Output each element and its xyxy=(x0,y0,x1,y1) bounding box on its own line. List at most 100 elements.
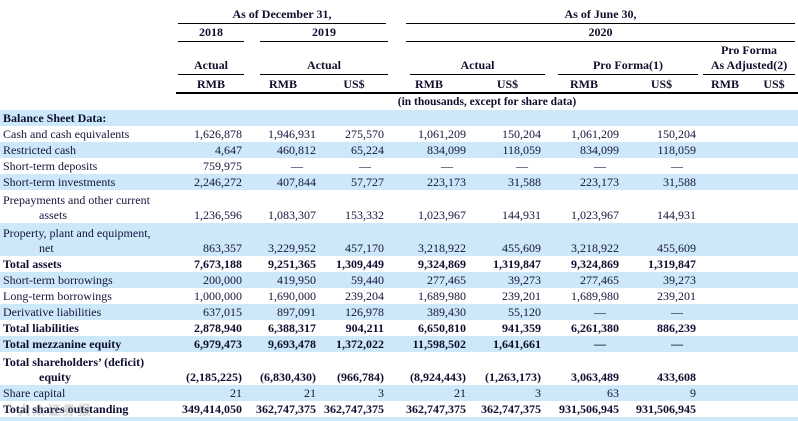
cell-value xyxy=(700,401,750,417)
cell-value xyxy=(750,190,798,223)
col-header-rmb-proforma: RMB xyxy=(545,75,624,94)
cell-value: 55,120 xyxy=(470,304,546,320)
cell-value: 6,388,317 xyxy=(268,321,316,335)
cell-value: 637,015 xyxy=(176,304,246,320)
pro-forma-adjusted-line1: Pro Forma xyxy=(720,43,778,57)
col-header-usd-actual-2020: US$ xyxy=(470,75,546,94)
cell-value: 59,440 xyxy=(320,272,389,288)
cell-value: 904,211 xyxy=(345,321,385,335)
cell-value xyxy=(750,110,798,126)
row-label: Property, plant and equipment, net xyxy=(0,223,176,256)
cell-value: 897,091 xyxy=(246,304,320,320)
cell-value xyxy=(700,336,751,352)
header-row-currency: RMB RMB US$ RMB US$ RMB US$ RMB US$ xyxy=(0,75,798,94)
cell-value: 223,173 xyxy=(545,174,624,190)
cell-value: — xyxy=(623,304,701,320)
cell-value xyxy=(700,158,750,174)
cell-value: 389,430 xyxy=(388,304,471,320)
cell-value xyxy=(750,223,798,256)
cell-value: (966,784) xyxy=(337,370,385,384)
cell-value: 239,204 xyxy=(345,289,385,303)
cell-value xyxy=(176,110,246,126)
cell-value: 1,946,931 xyxy=(268,127,316,141)
cell-value xyxy=(545,110,624,126)
cell-value xyxy=(750,336,798,352)
cell-value: 9 xyxy=(623,385,701,401)
col-header-rmb-actual-2020: RMB xyxy=(388,75,471,94)
col-header-rmb-2018: RMB xyxy=(176,75,246,94)
cell-value: 150,204 xyxy=(657,127,697,141)
cell-value: — xyxy=(545,336,624,352)
cell-value: 419,950 xyxy=(246,272,320,288)
cell-value: 834,099 xyxy=(545,142,624,158)
cell-value: 1,372,022 xyxy=(320,336,389,352)
cell-value: 362,747,375 xyxy=(324,402,385,416)
table-row: Total assets 7,673,188 9,251,365 1,309,449 9… xyxy=(0,256,798,272)
cell-value: 931,506,945 xyxy=(559,402,620,416)
subheader-actual-jun2020: Actual xyxy=(388,42,546,75)
header-row-units: (in thousands, except for share data) xyxy=(0,93,798,110)
cell-value: 3,229,952 xyxy=(246,223,320,256)
cell-value: 21 xyxy=(388,385,471,401)
cell-value xyxy=(320,110,389,126)
cell-value: — xyxy=(623,336,701,352)
subheader-actual-2018: Actual xyxy=(176,42,246,75)
row-label: Long-term borrowings xyxy=(3,289,112,303)
cell-value: 3 xyxy=(320,385,389,401)
balance-sheet-body: Balance Sheet Data: Cash and cash equival… xyxy=(0,110,798,417)
cell-value: 1,023,967 xyxy=(418,208,467,222)
cell-value: 9,251,365 xyxy=(268,257,316,271)
cell-value xyxy=(750,174,798,190)
cell-value: 21 xyxy=(176,385,246,401)
cell-value: 9,693,478 xyxy=(246,336,320,352)
subheader-pro-forma: Pro Forma(1) xyxy=(545,42,700,75)
cell-value: 275,570 xyxy=(345,127,385,141)
cell-value: (2,185,225) xyxy=(186,370,242,384)
cell-value xyxy=(750,401,798,417)
cell-value: 886,239 xyxy=(657,321,697,335)
row-label: Total shares outstanding xyxy=(3,402,129,416)
cell-value: — xyxy=(671,159,684,173)
cell-value: 1,023,967 xyxy=(571,208,620,222)
cell-value: 407,844 xyxy=(246,174,320,190)
cell-value: (6,830,430) xyxy=(260,370,316,384)
cell-value: 1,690,000 xyxy=(268,289,316,303)
row-label: Short-term deposits xyxy=(3,159,98,173)
row-label: Total mezzanine equity xyxy=(0,336,176,352)
row-label: Total assets xyxy=(3,257,62,271)
table-row: Property, plant and equipment, net 863,357… xyxy=(0,223,798,256)
corner-empty-cell xyxy=(0,24,176,42)
cell-value xyxy=(750,288,798,304)
year-header-2018: 2018 xyxy=(176,24,246,42)
cell-value: 21 xyxy=(246,385,320,401)
cell-value: 144,931 xyxy=(502,208,542,222)
cell-value xyxy=(750,304,798,320)
cell-value: 6,979,473 xyxy=(176,336,246,352)
cell-value: 3,218,922 xyxy=(545,223,624,256)
cell-value: 63 xyxy=(545,385,624,401)
group-header-jun30-label: As of June 30, xyxy=(406,7,796,24)
next-row-sliver xyxy=(0,417,798,421)
cell-value: 126,978 xyxy=(320,304,389,320)
cell-value: (1,263,173) xyxy=(485,370,542,384)
cell-value: 1,061,209 xyxy=(571,127,620,141)
col-header-usd-proforma: US$ xyxy=(623,75,701,94)
row-label: Restricted cash xyxy=(0,142,176,158)
subheader-actual-2019: Actual xyxy=(246,42,389,75)
table-row: Total mezzanine equity 6,979,473 9,693,478… xyxy=(0,336,798,352)
cell-value: 31,588 xyxy=(623,174,701,190)
cell-value xyxy=(700,320,750,336)
cell-value: 3 xyxy=(470,385,546,401)
cell-value: 941,359 xyxy=(502,321,542,335)
cell-value xyxy=(750,320,798,336)
table-row: Total liabilities 2,878,940 6,388,317 904,2… xyxy=(0,320,798,336)
cell-value xyxy=(750,352,798,385)
corner-empty-cell xyxy=(0,0,176,24)
cell-value xyxy=(750,256,798,272)
cell-value: 460,812 xyxy=(246,142,320,158)
row-label: Total liabilities xyxy=(3,321,79,335)
cell-value xyxy=(700,288,750,304)
cell-value xyxy=(750,158,798,174)
cell-value xyxy=(700,142,751,158)
